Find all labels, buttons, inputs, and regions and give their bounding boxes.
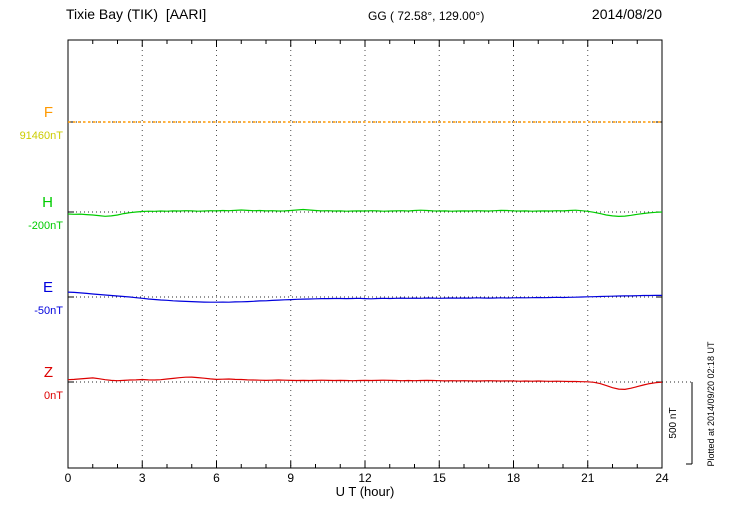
component-value-H: -200nT: [28, 220, 63, 232]
x-tick-label: 24: [655, 471, 669, 485]
x-tick-label: 3: [139, 471, 146, 485]
component-label-F: F: [44, 104, 53, 121]
component-value-E: -50nT: [34, 305, 63, 317]
x-tick-label: 18: [507, 471, 521, 485]
component-label-H: H: [42, 194, 53, 211]
plot-border: [67, 39, 663, 469]
x-tick-label: 0: [65, 471, 72, 485]
x-tick-label: 9: [287, 471, 294, 485]
scale-bar-label: 500 nT: [668, 407, 679, 438]
grid-layer: [67, 39, 693, 469]
chart-title: Tixie Bay (TIK) [AARI]: [66, 6, 207, 22]
component-label-E: E: [43, 279, 53, 296]
trace-H: [67, 208, 663, 218]
x-tick-label: 6: [213, 471, 220, 485]
component-value-F: 91460nT: [20, 130, 64, 142]
x-axis-title: U T (hour): [335, 484, 395, 499]
trace-E: [67, 291, 662, 303]
date-label: 2014/08/20: [591, 6, 662, 22]
coords-label: GG ( 72.58°, 129.00°): [368, 9, 485, 23]
trace-layer: [67, 121, 663, 391]
x-tick-label: 12: [358, 471, 372, 485]
component-value-Z: 0nT: [44, 390, 63, 402]
x-tick-label: 21: [581, 471, 595, 485]
component-label-Z: Z: [44, 364, 53, 381]
plotted-at-note: Plotted at 2014/09/20 02:18 UT: [706, 341, 716, 467]
label-layer: F 91460nT H -200nT E -50nT Z 0nT 0 3 6 9 12 15 18 21 24: [20, 104, 669, 485]
x-tick-label: 15: [433, 471, 447, 485]
trace-Z: [67, 376, 663, 391]
